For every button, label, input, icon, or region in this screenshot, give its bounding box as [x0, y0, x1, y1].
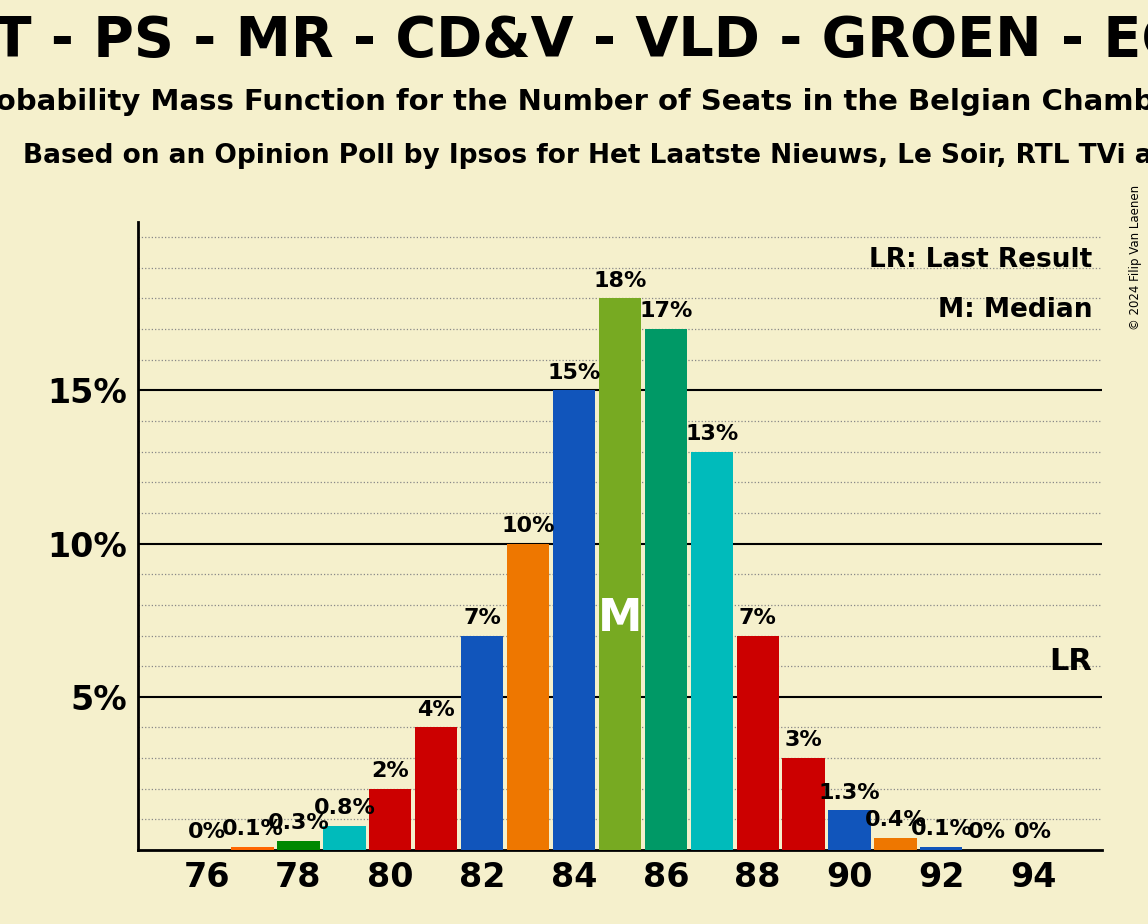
Bar: [461, 636, 503, 850]
Text: 1.3%: 1.3%: [819, 783, 881, 803]
Text: M: M: [598, 597, 642, 639]
Text: 18%: 18%: [594, 271, 646, 291]
Text: 0.1%: 0.1%: [222, 820, 284, 839]
Text: 7%: 7%: [739, 608, 776, 628]
Bar: [507, 543, 549, 850]
Text: M: Median: M: Median: [938, 298, 1093, 323]
Text: 0%: 0%: [1014, 822, 1053, 843]
Bar: [691, 452, 732, 850]
Text: Based on an Opinion Poll by Ipsos for Het Laatste Nieuws, Le Soir, RTL TVi and V: Based on an Opinion Poll by Ipsos for He…: [23, 143, 1148, 169]
Bar: [599, 298, 641, 850]
Text: 2%: 2%: [372, 761, 409, 781]
Bar: [829, 810, 870, 850]
Bar: [324, 825, 365, 850]
Text: 0.1%: 0.1%: [910, 820, 972, 839]
Text: 0.3%: 0.3%: [267, 813, 329, 833]
Bar: [416, 727, 457, 850]
Text: 0.4%: 0.4%: [864, 810, 926, 830]
Bar: [645, 329, 687, 850]
Text: 0.8%: 0.8%: [313, 798, 375, 818]
Text: © 2024 Filip Van Laenen: © 2024 Filip Van Laenen: [1130, 185, 1142, 330]
Bar: [278, 841, 319, 850]
Text: 13%: 13%: [685, 424, 738, 444]
Bar: [370, 789, 411, 850]
Text: LR: Last Result: LR: Last Result: [869, 247, 1093, 273]
Text: VOORUIT - PS - MR - CD&V - VLD - GROEN - ECOLO -: VOORUIT - PS - MR - CD&V - VLD - GROEN -…: [0, 14, 1148, 67]
Text: 0%: 0%: [187, 822, 226, 843]
Text: 17%: 17%: [639, 301, 692, 322]
Bar: [553, 390, 595, 850]
Text: 7%: 7%: [464, 608, 501, 628]
Bar: [232, 847, 273, 850]
Text: 0%: 0%: [968, 822, 1007, 843]
Text: 15%: 15%: [548, 363, 600, 383]
Bar: [875, 838, 916, 850]
Bar: [783, 758, 824, 850]
Text: 3%: 3%: [785, 731, 822, 750]
Text: Probability Mass Function for the Number of Seats in the Belgian Chamber: Probability Mass Function for the Number…: [0, 88, 1148, 116]
Text: LR: LR: [1049, 647, 1093, 676]
Bar: [737, 636, 778, 850]
Text: 10%: 10%: [502, 516, 554, 536]
Text: 4%: 4%: [418, 699, 455, 720]
Bar: [921, 847, 962, 850]
